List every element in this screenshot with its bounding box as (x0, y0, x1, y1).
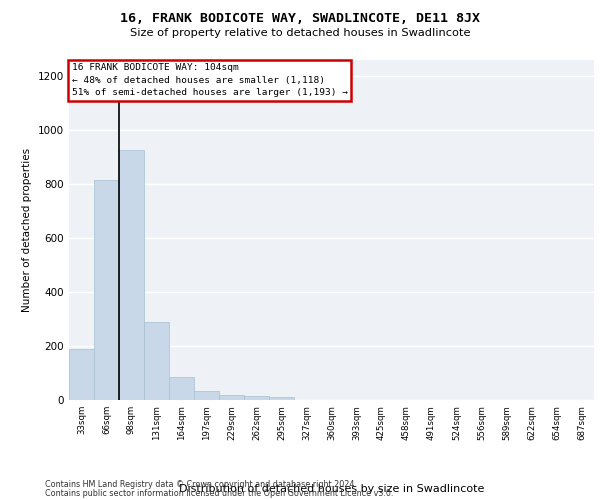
Text: Size of property relative to detached houses in Swadlincote: Size of property relative to detached ho… (130, 28, 470, 38)
Text: Contains HM Land Registry data © Crown copyright and database right 2024.: Contains HM Land Registry data © Crown c… (45, 480, 357, 489)
Bar (269, 398, 294, 400)
Bar (94, 180, 119, 400)
Bar (169, 377, 194, 400)
Text: Contains public sector information licensed under the Open Government Licence v3: Contains public sector information licen… (45, 488, 394, 498)
Text: 16 FRANK BODICOTE WAY: 104sqm
← 48% of detached houses are smaller (1,118)
51% o: 16 FRANK BODICOTE WAY: 104sqm ← 48% of d… (71, 64, 347, 98)
Y-axis label: Number of detached properties: Number of detached properties (22, 148, 32, 312)
Bar (244, 396, 269, 400)
X-axis label: Distribution of detached houses by size in Swadlincote: Distribution of detached houses by size … (179, 484, 484, 494)
Text: 16, FRANK BODICOTE WAY, SWADLINCOTE, DE11 8JX: 16, FRANK BODICOTE WAY, SWADLINCOTE, DE1… (120, 12, 480, 26)
Bar (119, 150, 144, 400)
Bar (144, 322, 169, 400)
Bar (194, 390, 219, 400)
Bar (219, 394, 244, 400)
Bar (69, 348, 94, 400)
